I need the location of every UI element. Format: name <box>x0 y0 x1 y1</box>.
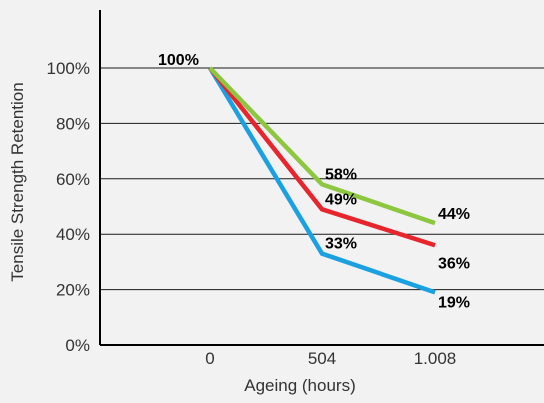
series-line-0 <box>208 66 436 226</box>
y-tick-label: 0% <box>65 336 90 355</box>
data-label: 58% <box>325 166 357 183</box>
y-tick-label: 80% <box>56 114 90 133</box>
data-label: 33% <box>325 236 357 253</box>
data-label: 100% <box>158 52 199 69</box>
y-tick-label: 40% <box>56 225 90 244</box>
data-label: 36% <box>438 255 470 272</box>
label-layer: 100% 58% 44% 49% 36% 33% 19% <box>158 52 470 311</box>
data-label: 19% <box>438 294 470 311</box>
axis-layer: 0% 20% 40% 60% 80% 100% 0 504 1.008 <box>47 10 544 368</box>
series-layer <box>208 66 436 295</box>
x-tick-label: 1.008 <box>414 349 457 368</box>
series-line-2 <box>208 66 436 295</box>
y-tick-label: 100% <box>47 59 90 78</box>
grid-layer <box>100 67 544 291</box>
x-tick-label: 504 <box>308 349 336 368</box>
y-axis-title: Tensile Strength Retention <box>8 82 27 281</box>
data-label: 49% <box>325 191 357 208</box>
y-tick-label: 60% <box>56 170 90 189</box>
series-line-1 <box>208 66 436 248</box>
data-label: 44% <box>438 206 470 223</box>
y-tick-label: 20% <box>56 281 90 300</box>
x-axis-title: Ageing (hours) <box>244 376 356 395</box>
x-tick-label: 0 <box>205 349 214 368</box>
